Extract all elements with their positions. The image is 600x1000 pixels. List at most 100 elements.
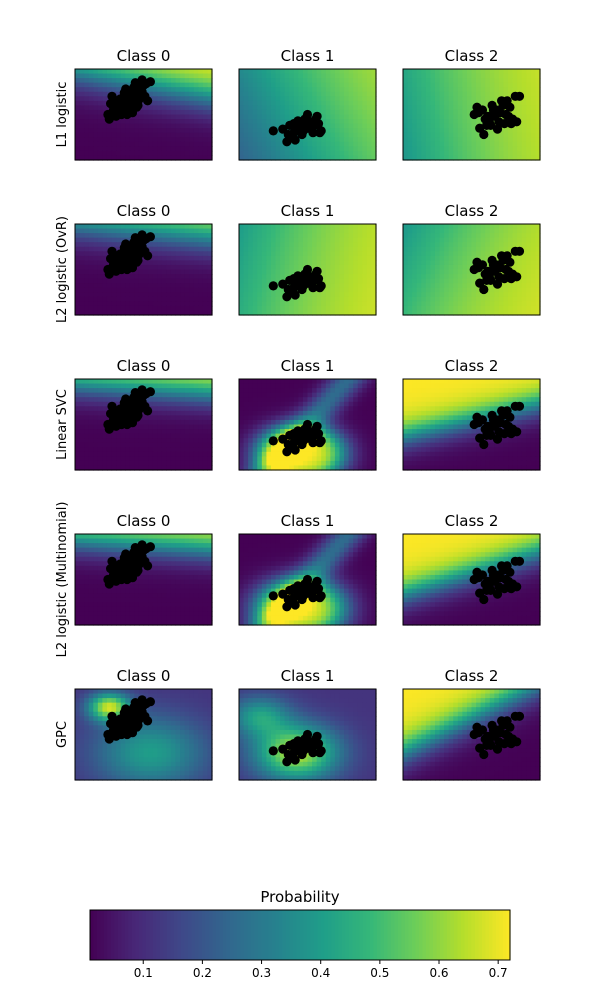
heatmap-cell xyxy=(339,388,345,394)
heatmap-cell xyxy=(170,251,177,257)
heatmap-cell xyxy=(371,150,377,157)
heatmap-cell xyxy=(439,269,445,275)
heatmap-cell xyxy=(180,246,186,252)
heatmap-cell xyxy=(280,100,286,106)
heatmap-cell xyxy=(530,119,537,125)
heatmap-cell xyxy=(526,251,532,257)
heatmap-cell xyxy=(334,141,341,147)
heatmap-cell xyxy=(334,274,341,280)
heatmap-cell xyxy=(93,424,99,430)
heatmap-cell xyxy=(344,141,350,147)
heatmap-cell xyxy=(180,100,186,106)
heatmap-cell xyxy=(248,132,254,138)
heatmap-cell xyxy=(152,233,158,239)
heatmap-cell xyxy=(416,155,422,161)
heatmap-cell xyxy=(161,146,167,152)
heatmap-cell xyxy=(344,224,350,230)
heatmap-cell xyxy=(175,119,181,125)
heatmap-cell xyxy=(102,228,108,234)
heatmap-cell xyxy=(503,132,509,138)
heatmap-cell xyxy=(444,224,450,230)
heatmap-cell xyxy=(280,424,286,430)
heatmap-cell xyxy=(293,224,299,230)
scatter-point xyxy=(107,401,117,411)
heatmap-cell xyxy=(166,433,172,439)
heatmap-cell xyxy=(307,397,313,403)
heatmap-cell xyxy=(198,397,204,403)
heatmap-cell xyxy=(412,264,418,271)
heatmap-cell xyxy=(252,415,258,421)
heatmap-cell xyxy=(102,150,108,157)
heatmap-cell xyxy=(261,447,267,453)
heatmap-cell xyxy=(275,296,281,302)
heatmap-cell xyxy=(161,237,167,243)
heatmap-cell xyxy=(134,119,140,125)
heatmap-cell xyxy=(353,287,359,293)
heatmap-cell xyxy=(198,251,204,257)
heatmap-cell xyxy=(344,91,350,97)
heatmap-cell xyxy=(75,242,81,248)
heatmap-cell xyxy=(166,119,172,125)
panel-title: Class 2 xyxy=(445,47,499,65)
heatmap-cell xyxy=(248,269,254,275)
heatmap-cell xyxy=(88,87,94,93)
heatmap-cell xyxy=(412,69,418,75)
heatmap-cell xyxy=(198,224,204,230)
heatmap-panel: Class 2 xyxy=(402,47,541,161)
heatmap-cell xyxy=(280,305,286,312)
heatmap-cell xyxy=(334,388,341,394)
heatmap-cell xyxy=(325,246,331,252)
heatmap-cell xyxy=(330,69,336,75)
heatmap-cell xyxy=(148,379,154,385)
heatmap-cell xyxy=(184,137,190,143)
heatmap-cell xyxy=(198,128,204,134)
heatmap-cell xyxy=(434,82,441,88)
heatmap-cell xyxy=(270,233,277,239)
heatmap-cell xyxy=(330,442,336,448)
heatmap-cell xyxy=(466,269,473,275)
heatmap-cell xyxy=(143,292,149,298)
heatmap-cell xyxy=(457,123,463,129)
heatmap-cell xyxy=(348,401,354,407)
heatmap-cell xyxy=(180,442,186,448)
heatmap-cell xyxy=(111,433,117,439)
heatmap-cell xyxy=(207,269,213,275)
heatmap-cell xyxy=(457,87,463,93)
heatmap-cell xyxy=(439,237,445,243)
heatmap-cell xyxy=(339,383,345,389)
heatmap-cell xyxy=(498,87,505,93)
heatmap-cell xyxy=(270,292,277,298)
heatmap-cell xyxy=(102,278,108,284)
heatmap-cell xyxy=(270,246,277,252)
heatmap-cell xyxy=(93,278,99,284)
heatmap-cell xyxy=(298,82,304,88)
heatmap-cell xyxy=(466,274,473,280)
heatmap-cell xyxy=(457,274,463,280)
heatmap-cell xyxy=(111,123,117,129)
heatmap-cell xyxy=(526,119,532,125)
scatter-point xyxy=(482,275,492,285)
heatmap-cell xyxy=(521,251,527,257)
heatmap-cell xyxy=(302,251,309,257)
heatmap-cell xyxy=(353,415,359,421)
heatmap-cell xyxy=(302,82,309,88)
heatmap-cell xyxy=(207,141,213,147)
heatmap-cell xyxy=(152,82,158,88)
heatmap-cell xyxy=(125,155,131,161)
heatmap-cell xyxy=(189,419,195,426)
heatmap-cell xyxy=(239,123,245,129)
heatmap-cell xyxy=(334,132,341,138)
heatmap-cell xyxy=(298,296,304,302)
heatmap-cell xyxy=(312,237,318,243)
heatmap-cell xyxy=(97,128,103,134)
scatter-point xyxy=(472,257,482,267)
heatmap-cell xyxy=(334,442,341,448)
heatmap-cell xyxy=(508,146,514,152)
heatmap-cell xyxy=(462,310,468,316)
heatmap-cell xyxy=(116,73,122,79)
heatmap-cell xyxy=(312,242,318,248)
heatmap-cell xyxy=(453,73,459,79)
heatmap-cell xyxy=(353,410,359,416)
heatmap-cell xyxy=(521,114,527,120)
heatmap-cell xyxy=(175,392,181,398)
